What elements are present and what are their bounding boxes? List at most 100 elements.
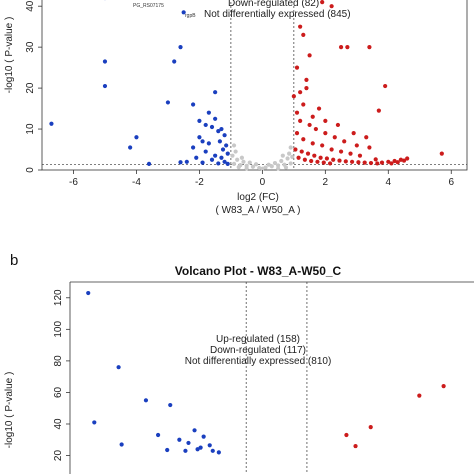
panel-a-point-s1-37 bbox=[337, 158, 342, 163]
panel-a-legend-nde: Not differentially expressed (845) bbox=[204, 9, 351, 20]
panel-a-point-s1-41 bbox=[362, 160, 367, 165]
panel-a-point-s1-1 bbox=[301, 32, 306, 37]
panel-a-point-s1-12 bbox=[439, 151, 444, 156]
panel-a-y-tick-label-4: 40 bbox=[25, 0, 36, 12]
panel-a-point-s1-63 bbox=[335, 122, 341, 128]
panel-a-point-s1-47 bbox=[315, 159, 320, 164]
panel-b-y-tick-label-4: 100 bbox=[53, 321, 64, 338]
panel-b-point-s0-14 bbox=[183, 448, 188, 453]
panel-a-point-s1-40 bbox=[356, 160, 361, 165]
panel-a-point-s1-0 bbox=[298, 24, 303, 29]
panel-a-point-s1-30 bbox=[293, 147, 298, 152]
panel-a-point-s2-7 bbox=[276, 163, 281, 168]
panel-a-x-tick-label-4: 2 bbox=[323, 177, 329, 188]
panel-a-point-s0-35 bbox=[220, 147, 226, 152]
panel-a-point-s0-3 bbox=[134, 135, 139, 140]
panel-a-point-s1-57 bbox=[401, 158, 407, 163]
panel-b-y-axis-label: -log10 ( P-value ) bbox=[4, 372, 15, 449]
panel-a-point-s2-5 bbox=[263, 165, 268, 170]
panel-a-point-s0-11 bbox=[191, 102, 196, 107]
panel-a-point-s0-21 bbox=[222, 133, 227, 138]
panel-a-point-s0-13 bbox=[203, 122, 208, 128]
panel-a-point-s1-2 bbox=[338, 45, 344, 50]
panel-a-point-s1-27 bbox=[338, 149, 344, 154]
panel-a-point-s0-4 bbox=[128, 145, 133, 150]
panel-a-point-s0-23 bbox=[203, 149, 208, 154]
panel-a-point-s0-36 bbox=[225, 151, 230, 156]
panel-a-point-s2-24 bbox=[276, 166, 281, 171]
panel-a-point-s2-9 bbox=[288, 161, 293, 166]
panel-a-point-s1-60 bbox=[301, 102, 306, 107]
panel-a-point-s2-11 bbox=[241, 159, 246, 164]
panel-a-point-s0-24 bbox=[213, 153, 218, 158]
panel-a-point-s0-16 bbox=[219, 126, 224, 132]
panel-b-point-s0-11 bbox=[207, 443, 212, 448]
panel-a-point-s1-14 bbox=[298, 118, 303, 123]
panel-a-point-s1-64 bbox=[316, 106, 322, 111]
panel-a-point-s2-0 bbox=[231, 161, 237, 166]
panel-a-point-label-1: PG_RS07175 bbox=[133, 3, 164, 9]
panel-a-x-tick-label-6: 6 bbox=[448, 177, 454, 188]
panel-a-point-s2-30 bbox=[288, 145, 293, 150]
panel-a-x-ticks: -6 -4 -2 0 2 4 6 bbox=[69, 170, 454, 188]
panel-a-point-s0-15 bbox=[213, 90, 218, 95]
panel-a-point-s1-16 bbox=[313, 126, 318, 132]
panel-a-point-s1-23 bbox=[301, 137, 306, 142]
panel-b-point-s0-8 bbox=[201, 434, 206, 439]
panel-a-point-s1-18 bbox=[332, 135, 337, 140]
panel-a-point-s1-42 bbox=[368, 160, 374, 166]
panel-a-point-s1-36 bbox=[331, 157, 336, 162]
panel-b-threshold-lines bbox=[245, 282, 308, 474]
panel-b-point-s0-1 bbox=[116, 365, 121, 370]
panel-b-point-s1-4 bbox=[353, 443, 358, 449]
panel-b-point-s0-10 bbox=[186, 440, 191, 446]
panel-a-point-s0-39 bbox=[224, 143, 229, 148]
panel-b-point-s0-5 bbox=[119, 442, 124, 447]
panel-a-point-s1-24 bbox=[310, 141, 315, 146]
panel-a-point-s1-11 bbox=[376, 108, 381, 113]
panel-a-point-s1-13 bbox=[291, 94, 296, 99]
panel-a-point-s1-7 bbox=[307, 53, 312, 58]
panel-a-point-s1-38 bbox=[343, 159, 348, 164]
panel-a-point-s1-22 bbox=[294, 131, 300, 136]
panel-a-point-s1-5 bbox=[320, 0, 325, 5]
panel-b-y-tick-label-1: 40 bbox=[53, 418, 64, 430]
panel-a-point-s1-25 bbox=[320, 143, 325, 148]
panel-b-legend-up: Up-regulated (158) bbox=[216, 334, 300, 345]
panel-a-y-tick-label-2: 20 bbox=[25, 82, 36, 94]
panel-a-point-s0-32 bbox=[225, 161, 230, 166]
panel-b-point-s1-0 bbox=[441, 384, 446, 389]
panel-b-letter: b bbox=[10, 252, 18, 269]
panel-b-legend-nde: Not differentially expressed (810) bbox=[185, 356, 332, 367]
panel-a-point-s0-17 bbox=[197, 135, 202, 140]
panel-a-x-tick-label-5: 4 bbox=[386, 177, 392, 188]
panel-a-point-s0-28 bbox=[209, 157, 215, 162]
panel-a-point-s1-10 bbox=[383, 83, 388, 89]
panel-a-point-s1-61 bbox=[310, 114, 315, 119]
panel-a-point-s1-15 bbox=[307, 122, 312, 128]
panel-a-point-s0-34 bbox=[213, 116, 218, 121]
panel-a-point-s2-20 bbox=[236, 165, 241, 170]
panel-a-point-s2-4 bbox=[257, 165, 262, 171]
panel-b-point-s0-15 bbox=[195, 447, 200, 452]
panel-b-point-s0-3 bbox=[143, 398, 149, 403]
panel-a-point-s0-7 bbox=[172, 59, 177, 64]
panel-a-point-s2-19 bbox=[266, 162, 271, 167]
panel-a-y-tick-label-0: 0 bbox=[25, 167, 36, 173]
panel-a-point-s0-38 bbox=[217, 139, 222, 144]
panel-b-point-s0-9 bbox=[177, 437, 182, 442]
panel-a-point-s1-33 bbox=[312, 153, 317, 158]
panel-a-point-s0-1 bbox=[102, 59, 108, 64]
panel-a-point-s0-6 bbox=[178, 45, 183, 50]
panel-a-points bbox=[49, 0, 444, 171]
panel-a-point-s1-34 bbox=[318, 155, 323, 160]
panel-a-point-s1-35 bbox=[324, 156, 330, 161]
panel-a-point-s2-13 bbox=[272, 160, 278, 166]
panel-b-point-s0-16 bbox=[210, 448, 215, 453]
panel-a-legend-down: Down-regulated (82) bbox=[228, 0, 319, 9]
panel-a-point-s2-18 bbox=[253, 162, 259, 167]
panel-a-point-s1-17 bbox=[323, 131, 328, 136]
panel-b-point-s0-4 bbox=[168, 402, 173, 408]
panel-b-point-s1-3 bbox=[344, 432, 349, 438]
panel-a-point-s0-29 bbox=[222, 159, 227, 164]
